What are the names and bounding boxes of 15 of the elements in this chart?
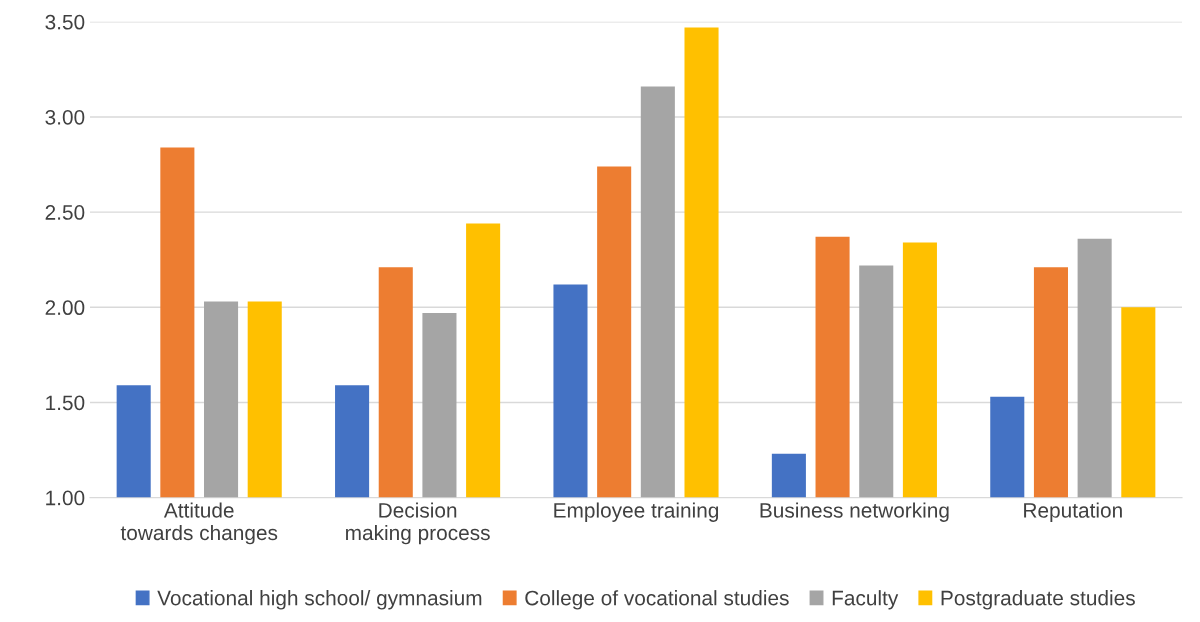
x-tick-label: Business networking: [760, 502, 949, 522]
legend-label: Postgraduate studies: [941, 590, 1135, 610]
y-tick-label: 2.00: [45, 300, 85, 316]
legend-label: Faculty: [832, 590, 899, 610]
y-tick-label: 1.00: [46, 490, 85, 506]
x-tick-label: Reputation: [1024, 502, 1122, 522]
y-tick-label: 1.50: [46, 395, 85, 411]
x-tick-label: Employee training: [554, 502, 719, 522]
y-tick-label: 3.50: [45, 14, 85, 30]
x-tick-label: Decision making process: [346, 502, 490, 545]
legend-label: College of vocational studies: [525, 590, 789, 610]
y-tick-label: 2.50: [45, 205, 85, 220]
y-tick-label: 3.00: [45, 109, 85, 125]
legend-label: Vocational high school/ gymnasium: [157, 590, 482, 610]
x-tick-label: Attitude towards changes: [120, 502, 278, 545]
